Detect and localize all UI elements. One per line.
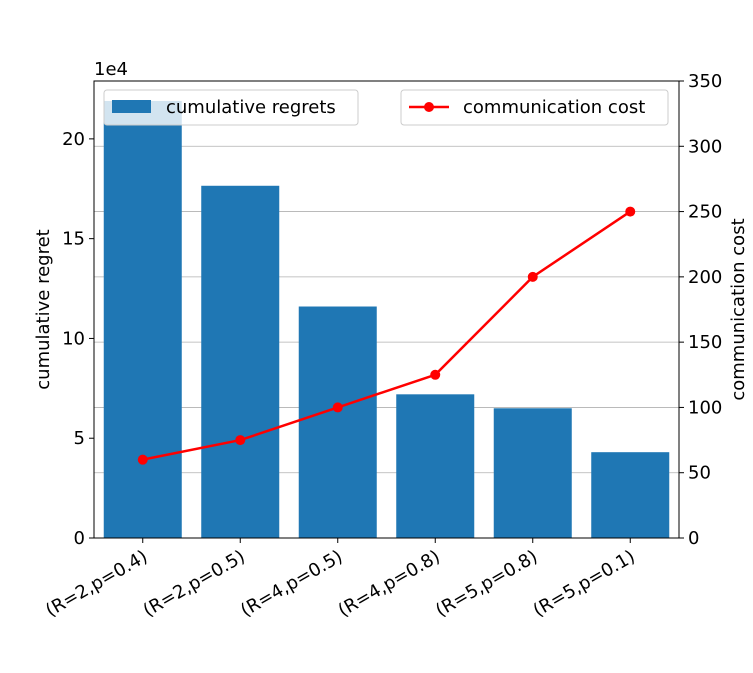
x-tick-label: (R=4,p=0.5) <box>237 546 346 621</box>
bar <box>493 408 572 538</box>
x-tick-label: (R=2,p=0.4) <box>42 546 151 621</box>
line-point <box>332 402 343 413</box>
gridlines <box>94 145 679 474</box>
line-series <box>137 206 636 465</box>
series-line <box>142 210 631 461</box>
left-axis-offset-text: 1e4 <box>94 59 128 80</box>
legend-box <box>103 89 359 126</box>
left-y-axis: 0 5 10 15 20 <box>62 129 94 549</box>
left-tick-label: 10 <box>62 328 85 349</box>
bar <box>591 452 670 538</box>
x-tick-label: (R=2,p=0.5) <box>140 546 249 621</box>
legend-cumulative-regrets: cumulative regrets <box>103 89 359 126</box>
left-axis-label: cumulative regret <box>33 229 54 389</box>
line-point <box>430 369 441 380</box>
x-tick-label: (R=5,p=0.8) <box>432 546 541 621</box>
right-tick-label: 300 <box>688 136 722 157</box>
plot-frame <box>93 80 680 539</box>
right-y-axis: 0 50 100 150 200 250 300 350 <box>679 71 722 549</box>
bar <box>298 306 377 538</box>
legend-box <box>400 89 669 126</box>
right-axis-label: communication cost <box>728 218 749 400</box>
right-tick-label: 200 <box>688 267 722 288</box>
right-tick-label: 0 <box>688 528 699 549</box>
right-tick-label: 350 <box>688 71 722 92</box>
left-tick-label: 0 <box>74 528 85 549</box>
bar-series <box>103 100 670 538</box>
x-tick-label: (R=5,p=0.1) <box>530 546 639 621</box>
legend-swatch-bar <box>112 100 151 113</box>
right-tick-label: 50 <box>688 463 711 484</box>
left-tick-label: 15 <box>62 229 85 250</box>
legend-label: cumulative regrets <box>166 97 336 118</box>
legend-label: communication cost <box>463 97 645 118</box>
left-tick-label: 5 <box>74 428 85 449</box>
legend-communication-cost: communication cost <box>400 89 669 126</box>
left-tick-label: 20 <box>62 129 85 150</box>
right-tick-label: 250 <box>688 202 722 223</box>
line-point <box>137 454 148 465</box>
line-point <box>527 271 538 282</box>
right-tick-label: 100 <box>688 397 722 418</box>
bar <box>396 394 475 538</box>
line-point <box>235 435 246 446</box>
bar <box>103 100 182 538</box>
x-tick-label: (R=4,p=0.8) <box>335 546 444 621</box>
legend-swatch-marker <box>424 102 434 112</box>
line-point <box>625 206 636 217</box>
right-tick-label: 150 <box>688 332 722 353</box>
x-axis: (R=2,p=0.4)(R=2,p=0.5)(R=4,p=0.5)(R=4,p=… <box>42 538 639 621</box>
bar <box>201 185 280 538</box>
